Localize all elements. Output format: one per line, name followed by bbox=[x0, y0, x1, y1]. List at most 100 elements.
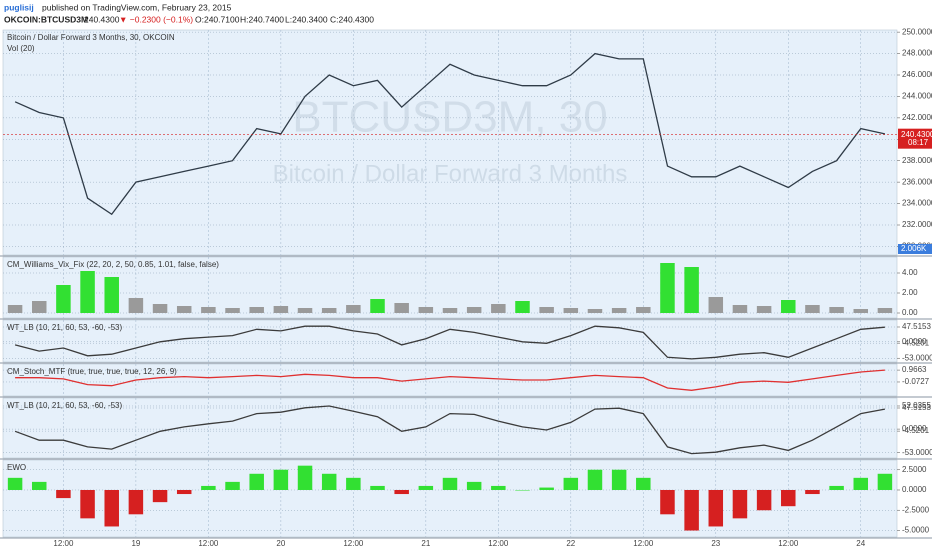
y-tick-label: 52.0355 bbox=[902, 401, 931, 410]
x-tick-label: 24 bbox=[856, 539, 865, 548]
watermark: BTCUSD3M, 30 bbox=[292, 93, 607, 142]
bar bbox=[805, 305, 820, 313]
y-tick-label: -53.0000 bbox=[902, 353, 932, 362]
bar bbox=[394, 489, 409, 495]
bar bbox=[636, 307, 651, 313]
y-tick-label: -2.5000 bbox=[902, 505, 930, 514]
bar bbox=[104, 277, 119, 313]
bar bbox=[31, 301, 47, 313]
last-price-tag bbox=[898, 128, 932, 149]
bar bbox=[346, 305, 361, 313]
y-tick-label: 0.0000 bbox=[902, 485, 927, 494]
bar bbox=[829, 485, 844, 490]
bar bbox=[80, 271, 95, 313]
x-tick-label: 12:00 bbox=[488, 539, 509, 548]
bar bbox=[587, 469, 603, 490]
last-price-label: 240.4300 bbox=[901, 130, 932, 139]
y-tick-label: 234.0000 bbox=[902, 199, 932, 208]
y-tick-label: 0.00 bbox=[902, 308, 918, 317]
open: O:240.7100 bbox=[195, 14, 240, 24]
pane-title: WT_LB (10, 21, 60, 53, -60, -53) bbox=[7, 401, 123, 410]
bar bbox=[176, 306, 192, 313]
bar bbox=[297, 465, 313, 490]
bar bbox=[684, 267, 699, 313]
pane-background bbox=[2, 319, 898, 363]
pane-background bbox=[2, 459, 898, 538]
pane-background bbox=[2, 397, 898, 459]
series-line bbox=[14, 52, 886, 216]
bar bbox=[7, 305, 23, 313]
bar bbox=[31, 481, 47, 490]
series-line bbox=[15, 369, 885, 391]
bar bbox=[152, 304, 168, 313]
bar bbox=[636, 477, 651, 490]
bar bbox=[370, 299, 385, 313]
x-tick-label: 23 bbox=[711, 539, 720, 548]
pane-title: WT_LB (10, 21, 60, 53, -60, -53) bbox=[7, 323, 123, 332]
y-tick-label: 236.0000 bbox=[902, 177, 932, 186]
x-tick-label: 12:00 bbox=[343, 539, 364, 548]
bar bbox=[225, 308, 240, 313]
high: H:240.7400 bbox=[240, 14, 284, 24]
bar bbox=[539, 307, 554, 313]
y-tick-label: 250.0000 bbox=[902, 27, 932, 36]
low: L:240.3400 bbox=[285, 14, 328, 24]
y-tick-label: 244.0000 bbox=[902, 92, 932, 101]
x-tick-label: 19 bbox=[131, 539, 140, 548]
bar bbox=[853, 309, 869, 313]
bar bbox=[660, 489, 675, 515]
y-tick-label: 242.0000 bbox=[902, 113, 932, 122]
pane-title: EWO bbox=[7, 463, 26, 472]
y-tick-label: 4.00 bbox=[902, 268, 918, 277]
y-tick-label: 0.9663 bbox=[902, 365, 927, 374]
x-tick-label: 12:00 bbox=[633, 539, 654, 548]
y-tick-label: 246.0000 bbox=[902, 70, 932, 79]
bar bbox=[781, 489, 796, 507]
bar bbox=[708, 489, 724, 527]
y-tick-label: -4.5201 bbox=[902, 426, 930, 435]
bar bbox=[201, 307, 216, 313]
bar bbox=[273, 306, 289, 313]
series-line bbox=[14, 325, 885, 360]
bar bbox=[321, 308, 337, 313]
bar bbox=[273, 469, 289, 490]
bar bbox=[466, 307, 482, 313]
x-tick-label: 12:00 bbox=[53, 539, 74, 548]
bar bbox=[611, 308, 627, 313]
bar bbox=[249, 473, 264, 490]
x-tick-label: 20 bbox=[276, 539, 285, 548]
y-tick-label: 47.5153 bbox=[902, 403, 931, 412]
pane-subtitle: Vol (20) bbox=[7, 44, 35, 53]
y-tick-label: 248.0000 bbox=[902, 49, 932, 58]
bar bbox=[225, 481, 240, 490]
series-line bbox=[14, 405, 886, 455]
author[interactable]: puglisij bbox=[4, 2, 34, 12]
bar bbox=[877, 473, 893, 490]
bar bbox=[563, 477, 579, 490]
volume-tag: 2.006K bbox=[901, 244, 927, 253]
bar bbox=[853, 477, 869, 490]
last-price: 240.4300 bbox=[84, 14, 120, 24]
bar bbox=[394, 303, 409, 313]
bar bbox=[491, 304, 506, 313]
watermark-subtitle: Bitcoin / Dollar Forward 3 Months bbox=[273, 160, 628, 187]
y-tick-label: 2.00 bbox=[902, 288, 918, 297]
published: published on TradingView.com, February 2… bbox=[42, 2, 232, 12]
countdown: 08:17 bbox=[908, 138, 929, 147]
pane-title: CM_Williams_Vix_Fix (22, 20, 2, 50, 0.85… bbox=[7, 260, 219, 269]
bar bbox=[128, 298, 144, 313]
bar bbox=[587, 309, 603, 313]
pane-background bbox=[2, 29, 898, 256]
x-tick-label: 12:00 bbox=[778, 539, 799, 548]
bar bbox=[515, 489, 530, 491]
bar bbox=[515, 301, 530, 313]
x-tick-label: 22 bbox=[566, 539, 575, 548]
bar bbox=[829, 307, 844, 313]
bar bbox=[466, 481, 482, 490]
volume-tag-bg bbox=[898, 244, 932, 254]
bar bbox=[756, 306, 772, 313]
bar bbox=[877, 308, 893, 313]
close: C:240.4300 bbox=[330, 14, 374, 24]
y-tick-label: -0.0727 bbox=[902, 377, 930, 386]
